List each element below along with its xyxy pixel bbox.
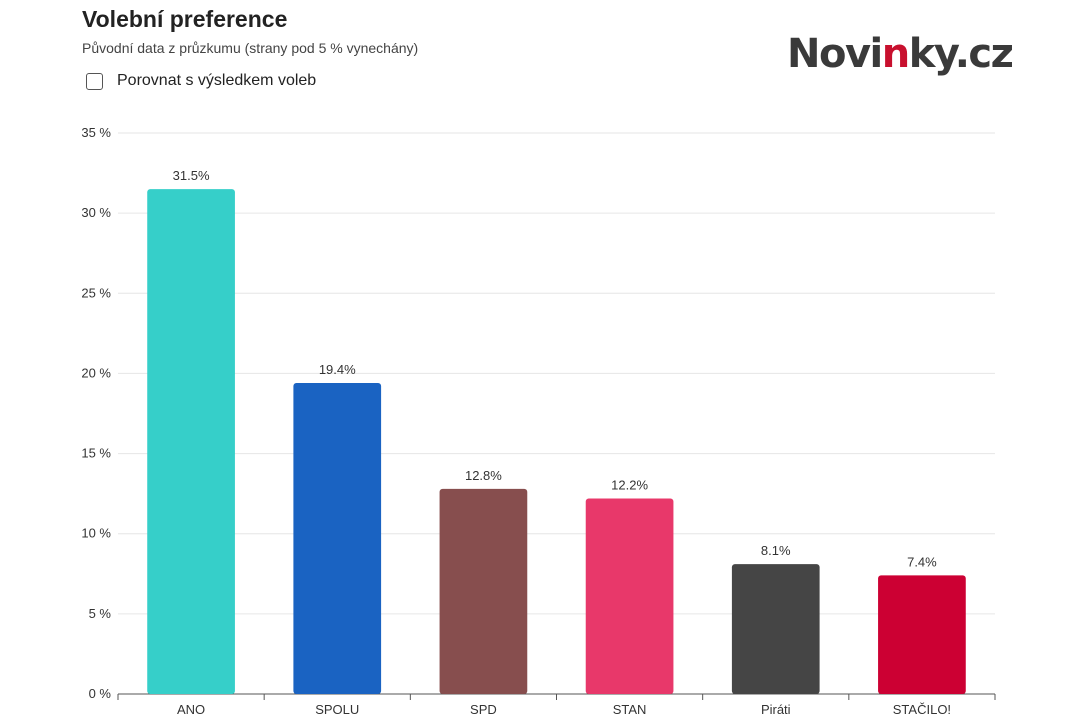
y-tick-label: 25 %	[81, 285, 111, 300]
compare-toggle[interactable]: Porovnat s výsledkem voleb	[86, 72, 316, 90]
bar	[585, 498, 674, 694]
compare-checkbox[interactable]	[86, 72, 103, 90]
bar	[731, 564, 820, 694]
chart-title: Volební preference	[82, 6, 288, 32]
y-tick-label: 5 %	[89, 606, 112, 621]
y-tick-label: 15 %	[81, 446, 111, 461]
x-tick-label: SPOLU	[315, 702, 359, 717]
chart-subtitle: Původní data z průzkumu (strany pod 5 % …	[82, 40, 419, 56]
data-label: 8.1%	[761, 543, 791, 558]
y-tick-label: 0 %	[89, 686, 112, 701]
y-tick-label: 10 %	[81, 526, 111, 541]
x-tick-label: STAČILO!	[893, 702, 951, 717]
compare-label: Porovnat s výsledkem voleb	[117, 72, 317, 89]
y-tick-label: 20 %	[81, 365, 111, 380]
logo-text-accent: n	[881, 31, 910, 77]
x-tick-label: STAN	[613, 702, 647, 717]
data-label: 12.2%	[611, 477, 648, 492]
data-label: 7.4%	[907, 554, 937, 569]
logo-text-rest: ky.cz	[908, 31, 1014, 77]
data-label: 31.5%	[173, 168, 210, 183]
x-tick-label: SPD	[470, 702, 497, 717]
data-label: 12.8%	[465, 468, 502, 483]
bar	[878, 575, 966, 694]
novinky-logo: Novinky.cz	[787, 28, 1014, 80]
y-tick-label: 30 %	[81, 205, 111, 220]
logo-text-main: Novi	[787, 31, 883, 77]
bar	[439, 488, 528, 694]
bar	[147, 189, 235, 694]
x-tick-label: Piráti	[761, 702, 791, 717]
data-label: 19.4%	[319, 362, 356, 377]
x-tick-label: ANO	[177, 702, 205, 717]
y-tick-label: 35 %	[81, 125, 111, 140]
bar	[293, 383, 382, 694]
